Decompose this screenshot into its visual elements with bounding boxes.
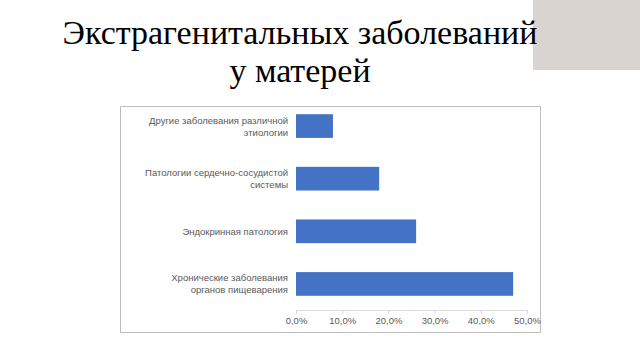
tick: 20,0%	[375, 310, 402, 326]
x-axis: 0,0% 10,0% 20,0% 30,0% 40,0% 50,0%	[286, 310, 542, 326]
category-label: Другие заболевания различнойэтиологии	[149, 115, 288, 138]
tick-mark	[481, 310, 482, 314]
tick-mark	[342, 310, 343, 314]
bar	[296, 114, 333, 138]
tick: 50,0%	[514, 310, 541, 326]
bar	[296, 167, 379, 191]
tick-mark	[296, 310, 297, 314]
bars	[296, 114, 513, 296]
tick: 30,0%	[422, 310, 449, 326]
text-line: органов пищеварения	[191, 284, 288, 295]
text-line: Патологии сердечно-сосудистой	[145, 167, 288, 178]
text-line: системы	[250, 179, 288, 190]
tick-mark	[435, 310, 436, 314]
bar	[296, 272, 513, 296]
bar	[296, 219, 416, 243]
chart-frame	[121, 107, 541, 333]
webcam-frame	[533, 0, 640, 70]
text-line: Экстрагенитальных заболеваний	[63, 14, 538, 51]
category-label: Патологии сердечно-сосудистойсистемы	[145, 167, 288, 190]
text-line: этиологии	[244, 127, 288, 138]
title: Экстрагенитальных заболеванийу матерей	[63, 14, 538, 89]
text-line: Эндокринная патология	[182, 226, 288, 237]
tick-label: 20,0%	[375, 315, 402, 326]
tick: 40,0%	[468, 310, 495, 326]
tick: 10,0%	[329, 310, 356, 326]
tick-label: 10,0%	[329, 315, 356, 326]
tick-label: 50,0%	[514, 315, 541, 326]
tick-label: 0,0%	[286, 315, 308, 326]
tick-label: 30,0%	[422, 315, 449, 326]
tick: 0,0%	[286, 310, 308, 326]
background	[0, 0, 640, 360]
axis-line	[297, 310, 528, 311]
text-line: Хронические заболевания	[171, 272, 288, 283]
tick-mark	[527, 310, 528, 314]
text-line: Другие заболевания различной	[149, 115, 288, 126]
tick-label: 40,0%	[468, 315, 495, 326]
text-line: у матерей	[229, 52, 370, 89]
category-label: Хронические заболеванияорганов пищеварен…	[171, 272, 288, 295]
category-label: Эндокринная патология	[182, 226, 288, 237]
slide: Экстрагенитальных заболеванийу матерей Др…	[0, 0, 640, 360]
tick-mark	[388, 310, 389, 314]
